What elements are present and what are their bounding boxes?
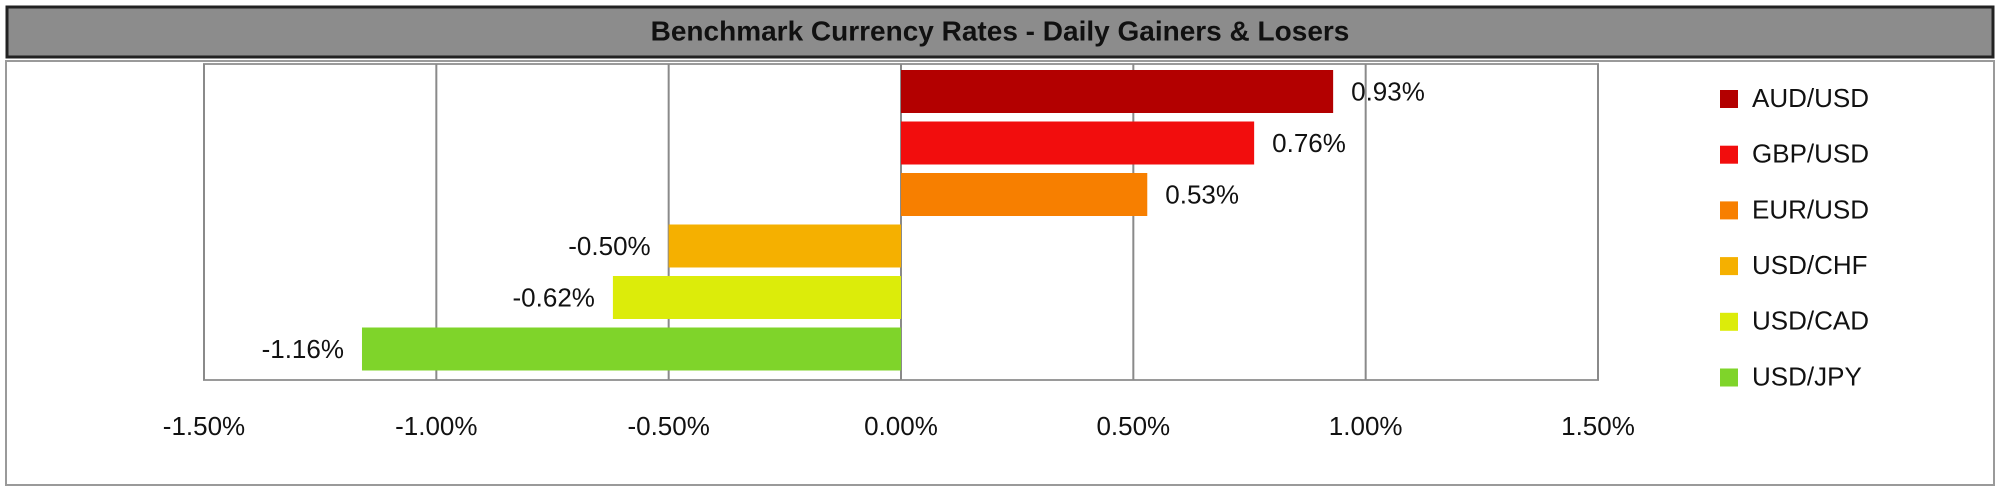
title-bar xyxy=(5,5,1995,59)
value-label: -0.50% xyxy=(568,231,650,261)
legend-swatch xyxy=(1720,312,1738,331)
legend-label: USD/JPY xyxy=(1752,361,1862,391)
bar xyxy=(668,224,901,268)
bar xyxy=(361,327,901,371)
bar xyxy=(612,276,901,319)
legend-label: EUR/USD xyxy=(1752,194,1869,224)
x-tick-label: -0.50% xyxy=(627,411,709,441)
legend-label: GBP/USD xyxy=(1752,139,1869,169)
value-label: -0.62% xyxy=(513,282,595,312)
legend-swatch xyxy=(1720,201,1738,220)
x-tick-label: 0.00% xyxy=(864,411,938,441)
value-label: 0.93% xyxy=(1351,76,1425,106)
value-label: -1.16% xyxy=(262,334,344,364)
legend-swatch xyxy=(1720,145,1738,164)
legend-label: USD/CHF xyxy=(1752,250,1868,280)
legend-swatch xyxy=(1720,90,1738,108)
legend-swatch xyxy=(1720,368,1738,387)
x-tick-label: 0.50% xyxy=(1096,411,1170,441)
bar xyxy=(901,173,1148,216)
x-tick-label: -1.00% xyxy=(395,411,477,441)
legend-label: AUD/USD xyxy=(1752,83,1869,113)
bar xyxy=(901,70,1334,113)
x-tick-label: -1.50% xyxy=(163,411,245,441)
bar xyxy=(901,121,1255,165)
value-label: 0.76% xyxy=(1272,128,1346,158)
value-label: 0.53% xyxy=(1165,179,1239,209)
legend-swatch xyxy=(1720,257,1738,276)
x-tick-label: 1.00% xyxy=(1329,411,1403,441)
chart-title: Benchmark Currency Rates - Daily Gainers… xyxy=(651,15,1350,46)
x-tick-label: 1.50% xyxy=(1561,411,1635,441)
legend-label: USD/CAD xyxy=(1752,306,1869,336)
